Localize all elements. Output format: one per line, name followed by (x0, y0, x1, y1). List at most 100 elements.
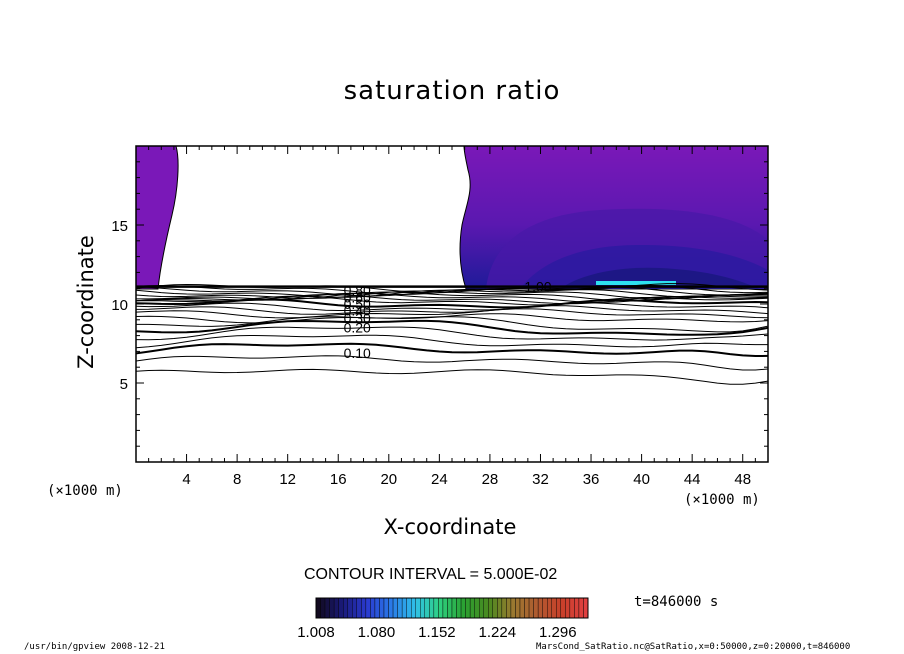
footer-program-date: /usr/bin/gpview 2008-12-21 (24, 642, 165, 652)
colorbar-segment (528, 597, 534, 619)
colorbar-segment (324, 597, 330, 619)
y-tick-label: 15 (111, 218, 128, 235)
colorbar-segment (315, 597, 321, 619)
contour-line (136, 308, 768, 319)
contour-label: 0.60 (344, 290, 371, 306)
colorbar-segment (392, 597, 398, 619)
colorbar-segment (492, 597, 498, 619)
colorbar-tick-label: 1.008 (297, 624, 335, 641)
x-tick-label: 32 (532, 471, 549, 488)
x-tick-label: 16 (330, 471, 347, 488)
colorbar-segment (501, 597, 507, 619)
colorbar-segment (406, 597, 412, 619)
colorbar-segment (320, 597, 326, 619)
x-axis-label: X-coordinate (383, 515, 517, 539)
plot-area: 0.10 0.200.300.400.500.600.80 1.00 (136, 146, 768, 385)
colorbar-segment (383, 597, 389, 619)
contour-interval-label: CONTOUR INTERVAL = 5.000E-02 (304, 566, 558, 583)
x-axis-unit-right: (×1000 m) (684, 492, 760, 508)
colorbar-segment (447, 597, 453, 619)
colorbar-segment (574, 597, 580, 619)
colorbar-segment (347, 597, 353, 619)
colorbar-segment (329, 597, 335, 619)
colorbar-segment (401, 597, 407, 619)
contour-line (136, 302, 768, 311)
contour-line (136, 291, 768, 302)
colorbar-segment (438, 597, 444, 619)
colorbar-segment (397, 597, 403, 619)
contour-label: 0.50 (344, 296, 371, 312)
colorbar-tick-label: 1.224 (479, 624, 517, 641)
colorbar-segment (569, 597, 575, 619)
contour-line (136, 368, 768, 385)
contour-label: 0.80 (344, 282, 371, 298)
colorbar-segment (515, 597, 521, 619)
contour-label: 0.20 (344, 320, 371, 336)
colorbar-segment (479, 597, 484, 619)
colorbar-segment (551, 597, 557, 619)
colorbar-segment (338, 597, 344, 619)
colorbar-segment (560, 597, 566, 619)
colorbar-segment (429, 597, 435, 619)
colorbar-segment (343, 597, 348, 619)
x-tick-label: 20 (380, 471, 397, 488)
colorbar-segment (370, 597, 376, 619)
y-tick-label: 10 (111, 297, 128, 314)
colorbar-segment (411, 597, 416, 619)
colorbar-segment (356, 597, 362, 619)
x-axis-unit-left: (×1000 m) (47, 483, 123, 499)
colorbar-segment (506, 597, 512, 619)
colorbar-segment (460, 597, 466, 619)
colorbar-segment (352, 597, 357, 619)
colorbar-segment (465, 597, 471, 619)
contour-line (136, 342, 768, 358)
colorbar-tick-label: 1.296 (539, 624, 577, 641)
contour-label: 0.30 (344, 310, 371, 326)
x-tick-label: 36 (583, 471, 600, 488)
x-tick-label: 24 (431, 471, 448, 488)
colorbar-segment (388, 597, 394, 619)
x-tick-label: 12 (279, 471, 296, 488)
colorbar-segment (547, 597, 552, 619)
contour-line (136, 305, 768, 315)
colorbar-tick-label: 1.080 (358, 624, 396, 641)
colorbar-tick-label: 1.152 (418, 624, 456, 641)
footer-data-source: MarsCond_SatRatio.nc@SatRatio,x=0:50000,… (536, 642, 851, 652)
contour-line (136, 289, 768, 298)
colorbar-segment (451, 597, 457, 619)
x-tick-label: 44 (684, 471, 701, 488)
contour-line (136, 355, 768, 371)
contour-line (136, 316, 768, 333)
colorbar-segment (556, 597, 561, 619)
contour-line (136, 334, 768, 349)
x-tick-label: 8 (233, 471, 241, 488)
x-tick-label: 28 (482, 471, 499, 488)
colorbar-segment (469, 597, 475, 619)
colorbar-frame (315, 597, 589, 619)
colorbar-segment (519, 597, 525, 619)
contour-label: 1.00 (524, 279, 551, 295)
colorbar-segment (497, 597, 503, 619)
colorbar-segment (365, 597, 371, 619)
colorbar-segment (433, 597, 439, 619)
colorbar-segment (510, 597, 516, 619)
colorbar-segment (333, 597, 339, 619)
supersaturated-region-left (136, 146, 179, 290)
colorbar-segment (474, 597, 480, 619)
contour-label: 0.10 (344, 345, 371, 361)
colorbar-segment (537, 597, 543, 619)
y-tick-label: 5 (120, 376, 128, 393)
colorbar-segment (442, 597, 448, 619)
colorbar-segment (415, 597, 421, 619)
colorbar-segment (565, 597, 571, 619)
contour-label: 0.40 (344, 302, 371, 318)
colorbar-segment (424, 597, 430, 619)
colorbar-segment (483, 597, 489, 619)
x-tick-label: 4 (182, 471, 190, 488)
contour-line (136, 313, 768, 324)
x-tick-label: 40 (633, 471, 650, 488)
colorbar-segment (524, 597, 530, 619)
contour-line (136, 298, 768, 309)
colorbar-segment (374, 597, 380, 619)
